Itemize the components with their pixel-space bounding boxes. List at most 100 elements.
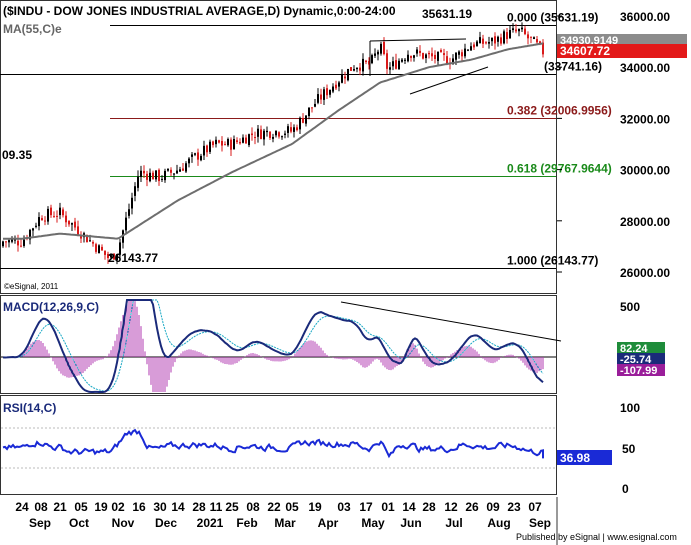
- candle-body: [23, 239, 25, 246]
- candle-body: [377, 51, 379, 55]
- candle-body: [401, 59, 403, 62]
- candle-body: [527, 34, 529, 39]
- trendline-lower: [409, 66, 489, 95]
- candle-body: [407, 54, 409, 62]
- candle-body: [539, 41, 541, 44]
- candle-body: [59, 207, 61, 216]
- candle-body: [452, 58, 454, 65]
- candle-body: [206, 145, 208, 153]
- candle-body: [416, 49, 418, 54]
- candle-body: [41, 218, 43, 221]
- x-day-label: 05: [285, 500, 299, 514]
- candle-body: [521, 27, 523, 30]
- candle-body: [494, 36, 496, 44]
- candle-body: [167, 168, 169, 171]
- ma-value-badge: [557, 34, 687, 46]
- candle-body: [440, 50, 442, 53]
- fib-level-labels: 0.000 (35631.19) (33741.16) 0.382 (32006.9…: [507, 11, 612, 268]
- candle-body: [149, 172, 151, 182]
- candle-body: [101, 246, 103, 251]
- candle-body: [359, 67, 361, 71]
- candle-body: [293, 127, 295, 132]
- x-day-label: 17: [359, 500, 373, 514]
- macd-badge-bg: [617, 353, 665, 365]
- price-tick-label: 34000.00: [620, 61, 670, 75]
- candle-body: [350, 67, 352, 71]
- candle-body: [200, 155, 202, 161]
- candle-body: [134, 186, 136, 196]
- candle-body: [290, 127, 292, 132]
- candle-body: [332, 86, 334, 92]
- candle-body: [422, 53, 424, 59]
- x-day-label: 12: [444, 500, 458, 514]
- candle-body: [20, 245, 22, 247]
- x-day-label: 07: [528, 500, 542, 514]
- candle-body: [476, 41, 478, 46]
- candle-body: [155, 170, 157, 180]
- candle-body: [365, 60, 367, 63]
- candle-body: [98, 245, 100, 254]
- x-month-label: May: [361, 516, 385, 530]
- x-day-label: 19: [308, 500, 322, 514]
- candle-body: [173, 173, 175, 175]
- x-month-label: Feb: [236, 516, 257, 530]
- last-price-text: 34607.72: [560, 44, 610, 58]
- x-month-label: Apr: [318, 516, 339, 530]
- rsi-line: [2, 428, 544, 459]
- candle-body: [299, 117, 301, 130]
- rsi-tick-100: 100: [620, 401, 640, 415]
- candle-body: [215, 139, 217, 145]
- candle-body: [182, 168, 184, 171]
- candle-body: [164, 170, 166, 181]
- candle-body: [419, 50, 421, 53]
- candle-body: [431, 53, 433, 57]
- candle-body: [68, 220, 70, 225]
- candle-body: [233, 138, 235, 150]
- candle-body: [380, 43, 382, 54]
- macd-badges: 82.24-25.74-107.99: [617, 342, 665, 377]
- x-day-label: 26: [465, 500, 479, 514]
- price-axis: 36000.00 34000.00 32000.00 30000.00 28000.00…: [557, 10, 670, 280]
- price-tick-label: 32000.00: [620, 112, 670, 126]
- x-axis-days: 24 08 21 05 19 02 16 30 14 28 11 25 08 22 05 19 03 17 01 14…: [15, 500, 542, 514]
- candle-body: [251, 133, 253, 136]
- candle-body: [29, 229, 31, 240]
- candle-body: [170, 169, 172, 173]
- candle-body: [278, 132, 280, 137]
- candle-body: [317, 94, 319, 103]
- candle-body: [254, 137, 256, 139]
- candle-body: [515, 29, 517, 32]
- macd-line: [2, 299, 544, 393]
- candle-body: [395, 60, 397, 69]
- candle-body: [500, 37, 502, 44]
- candle-body: [413, 55, 415, 58]
- candle-body: [410, 56, 412, 58]
- last-price-badge: [557, 44, 687, 58]
- candle-body: [479, 37, 481, 44]
- candle-body: [89, 240, 91, 242]
- price-tick-label: 26000.00: [620, 266, 670, 280]
- macd-badge-text: -107.99: [620, 365, 657, 377]
- macd-label: MACD(12,26,9,C): [3, 300, 99, 314]
- rsi-tick-0: 0: [622, 482, 629, 496]
- candle-body: [308, 107, 310, 117]
- candle-body: [383, 41, 385, 55]
- footer-publisher: Published by eSignal | www.esignal.com: [516, 532, 677, 542]
- x-day-label: 05: [74, 500, 88, 514]
- price-tick-label: 30000.00: [620, 164, 670, 178]
- candle-body: [305, 115, 307, 124]
- candle-body: [269, 131, 271, 138]
- candle-body: [62, 209, 64, 216]
- fib-label-3: 0.618 (29767.9644): [507, 162, 612, 176]
- candle-body: [194, 153, 196, 155]
- candle-body: [179, 169, 181, 172]
- candle-body: [335, 84, 337, 89]
- fib-label-2: 0.382 (32006.9956): [507, 104, 612, 118]
- candle-body: [65, 215, 67, 223]
- candle-body: [128, 209, 130, 216]
- candle-body: [143, 170, 145, 174]
- x-day-label: 03: [337, 500, 351, 514]
- macd-divergence-line: [340, 301, 562, 342]
- candle-body: [257, 128, 259, 137]
- macd-signal-line: [3, 299, 544, 392]
